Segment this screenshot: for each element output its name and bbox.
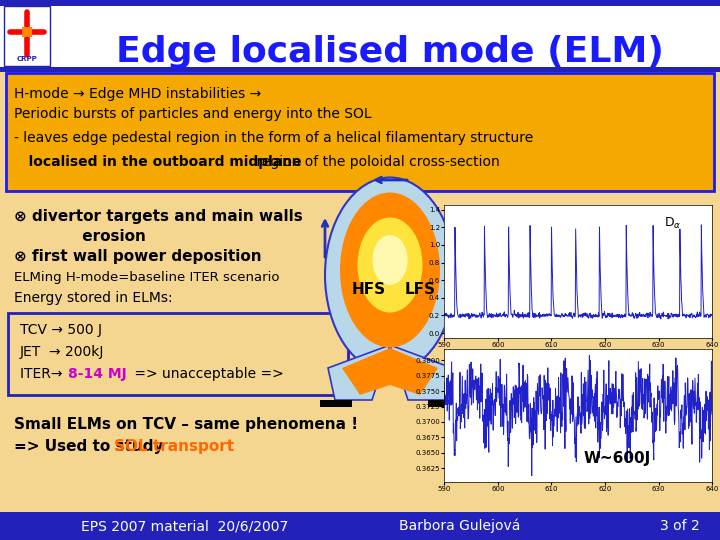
- Text: CRPP: CRPP: [17, 56, 37, 62]
- Bar: [0, 0, 720, 68]
- Text: H-mode → Edge MHD instabilities →: H-mode → Edge MHD instabilities →: [14, 87, 261, 101]
- Text: Barbora Gulejová: Barbora Gulejová: [400, 519, 521, 534]
- Text: erosion: erosion: [14, 229, 146, 244]
- Polygon shape: [328, 345, 390, 400]
- Text: Energy stored in ELMs:: Energy stored in ELMs:: [14, 291, 173, 305]
- Bar: [320, 400, 352, 407]
- Bar: [6, 73, 714, 191]
- Ellipse shape: [325, 178, 455, 373]
- Text: W~600J: W~600J: [583, 451, 651, 466]
- Text: ITER→: ITER→: [20, 367, 67, 381]
- Text: SOL transport: SOL transport: [114, 439, 234, 454]
- Text: localised in the outboard midplane: localised in the outboard midplane: [14, 155, 302, 169]
- Text: TCV → 500 J: TCV → 500 J: [20, 323, 102, 337]
- Text: D$_\alpha$: D$_\alpha$: [664, 216, 681, 231]
- Text: region of the poloidal cross-section: region of the poloidal cross-section: [252, 155, 500, 169]
- Bar: [428, 400, 460, 407]
- Polygon shape: [342, 348, 438, 395]
- Text: ELMing H-mode=baseline ITER scenario: ELMing H-mode=baseline ITER scenario: [14, 271, 279, 284]
- Text: EPS 2007 material  20/6/2007: EPS 2007 material 20/6/2007: [81, 519, 289, 533]
- Text: Periodic bursts of particles and energy into the SOL: Periodic bursts of particles and energy …: [14, 107, 372, 121]
- Ellipse shape: [372, 235, 408, 285]
- Text: HFS: HFS: [352, 282, 386, 298]
- Bar: [4, 6, 50, 66]
- Text: 3 of 2: 3 of 2: [660, 519, 700, 533]
- Polygon shape: [390, 345, 452, 400]
- Text: ⊗ first wall power deposition: ⊗ first wall power deposition: [14, 249, 261, 264]
- Bar: [0, 192, 720, 512]
- Bar: [22, 27, 32, 37]
- Ellipse shape: [340, 192, 440, 348]
- Bar: [0, 0, 720, 6]
- Text: ⊗ divertor targets and main walls: ⊗ divertor targets and main walls: [14, 209, 302, 224]
- Text: LFS: LFS: [405, 282, 436, 298]
- Text: Edge localised mode (ELM): Edge localised mode (ELM): [116, 35, 664, 69]
- Ellipse shape: [358, 218, 423, 313]
- Text: => Used to study: => Used to study: [14, 439, 168, 454]
- Bar: [0, 67, 720, 72]
- Text: => unacceptable =>: => unacceptable =>: [130, 367, 284, 381]
- Bar: [0, 512, 720, 540]
- Text: Small ELMs on TCV – same phenomena !: Small ELMs on TCV – same phenomena !: [14, 417, 358, 432]
- Text: - leaves edge pedestal region in the form of a helical filamentary structure: - leaves edge pedestal region in the for…: [14, 131, 534, 145]
- Text: 8-14 MJ: 8-14 MJ: [68, 367, 127, 381]
- Bar: [8, 313, 348, 395]
- Text: JET  → 200kJ: JET → 200kJ: [20, 345, 104, 359]
